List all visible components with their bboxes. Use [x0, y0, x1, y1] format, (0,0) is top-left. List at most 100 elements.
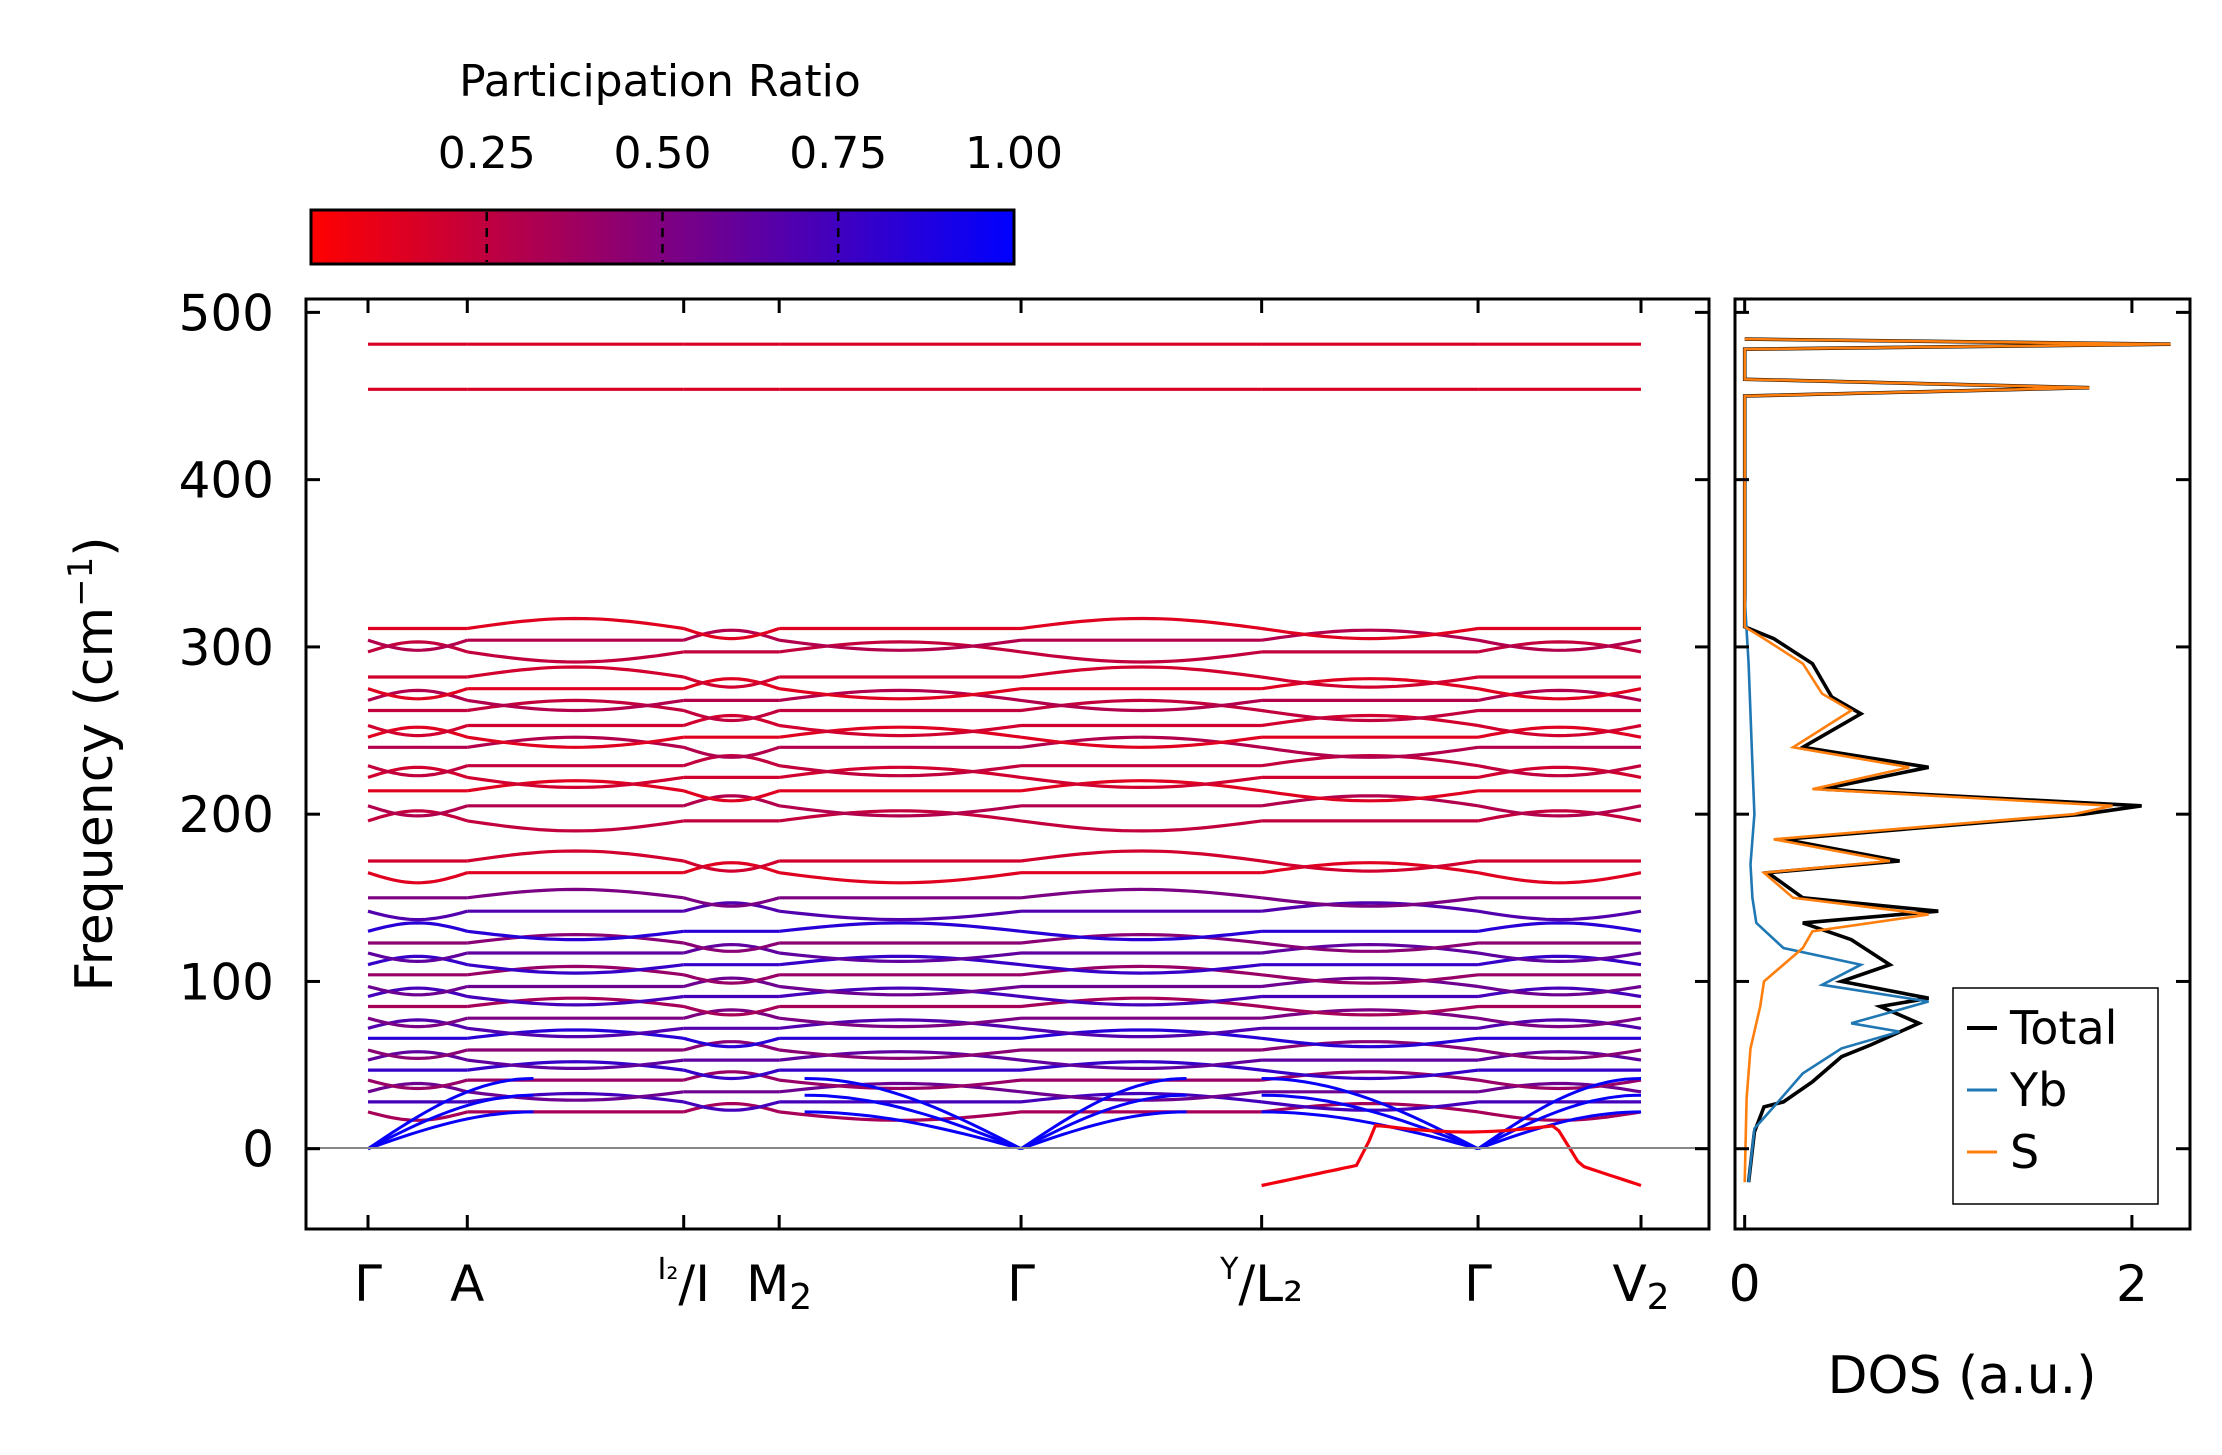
band-line [367, 1050, 468, 1062]
band-line [1477, 764, 1642, 778]
band-line [683, 628, 780, 642]
acoustic-branch [1261, 1093, 1479, 1151]
band-line [1261, 626, 1479, 641]
band-line [683, 745, 780, 759]
band-line [779, 954, 1022, 967]
y-tick-label: 200 [179, 786, 274, 844]
band-line [367, 984, 468, 997]
band-line [467, 929, 684, 942]
band-line [367, 1018, 468, 1030]
band-line [367, 804, 468, 818]
band-axes-frame [304, 297, 1711, 1231]
band-line [779, 984, 1022, 997]
band-line [1477, 1110, 1642, 1122]
band-line [1261, 708, 1479, 723]
band-line [683, 976, 780, 989]
legend-label: S [2010, 1125, 2039, 1179]
band-line [683, 1070, 780, 1082]
band-line [683, 901, 780, 913]
band-line [778, 725, 1022, 739]
band-line [467, 932, 684, 945]
band-line [1477, 809, 1642, 823]
kpoint-label: Γ [1464, 1255, 1492, 1313]
band-line [1261, 861, 1479, 875]
band-line [1261, 1008, 1479, 1020]
band-line [683, 789, 780, 803]
band-line [1020, 849, 1262, 863]
band-line [683, 861, 780, 875]
acoustic-branch [1020, 1093, 1187, 1151]
band-line [1477, 723, 1642, 738]
band-line [683, 896, 780, 908]
acoustic-branch [804, 1110, 1022, 1151]
dos-x-tick-label: 0 [1729, 1255, 1761, 1313]
band-line [1477, 871, 1642, 885]
band-line [779, 1081, 1022, 1094]
band-line [367, 954, 468, 967]
band-line [1020, 929, 1262, 942]
band-line [467, 616, 684, 631]
band-line [1020, 1026, 1262, 1039]
kpoint-label: Y/L₂ [1219, 1252, 1303, 1313]
band-line [1477, 984, 1642, 997]
band-line [1477, 951, 1642, 964]
band-line [778, 688, 1022, 702]
band-line [367, 723, 468, 738]
y-tick-label: 500 [179, 284, 274, 342]
band-line [1477, 909, 1642, 922]
band-line [779, 1048, 1022, 1061]
band-line [1261, 1036, 1479, 1049]
band-line [1020, 963, 1262, 975]
band-line [779, 986, 1022, 999]
band-line [1477, 1048, 1642, 1061]
colorbar-tick-label: 1.00 [965, 128, 1063, 179]
band-line [1261, 1040, 1479, 1052]
band-line [1477, 804, 1642, 818]
kpoint-label: M2 [746, 1255, 812, 1318]
legend: Total Yb S [1952, 987, 2159, 1205]
band-line [367, 1110, 468, 1122]
kpoint-label: A [450, 1255, 484, 1313]
band-line [1477, 1018, 1642, 1030]
band-line [1261, 896, 1479, 908]
band-line [683, 1068, 780, 1081]
colorbar-tick-label: 0.25 [438, 128, 536, 179]
acoustic-branch [804, 1093, 1022, 1151]
band-line [467, 849, 684, 863]
y-tick-label: 300 [179, 619, 274, 677]
band-line [683, 859, 780, 873]
y-tick-label: 100 [179, 953, 274, 1011]
band-line [467, 964, 684, 977]
band-line [367, 765, 468, 779]
band-line [683, 626, 780, 641]
band-line [467, 963, 684, 975]
legend-box [1952, 987, 2159, 1205]
band-line [367, 688, 468, 702]
band-line [467, 819, 684, 833]
band-line [1261, 1068, 1479, 1081]
band-line [1261, 713, 1479, 728]
band-line [367, 1081, 468, 1094]
band-line [778, 764, 1022, 778]
band-line [467, 665, 684, 679]
band-line [1261, 859, 1479, 873]
band-line [467, 1058, 684, 1071]
band-line [683, 941, 780, 953]
band-line [367, 1048, 468, 1061]
band-line [1020, 616, 1262, 631]
band-line [467, 775, 684, 790]
band-line [367, 640, 468, 654]
band-line [1261, 745, 1479, 759]
band-line [367, 1016, 468, 1029]
band-line [1477, 921, 1642, 933]
band-line [1261, 901, 1479, 913]
band-line [778, 723, 1022, 738]
band-line [1020, 650, 1262, 664]
band-line [1020, 1058, 1262, 1071]
band-line [779, 921, 1022, 933]
band-line [1020, 665, 1262, 679]
band-line [467, 1026, 684, 1039]
kpoint-label: Γ [1007, 1255, 1035, 1313]
